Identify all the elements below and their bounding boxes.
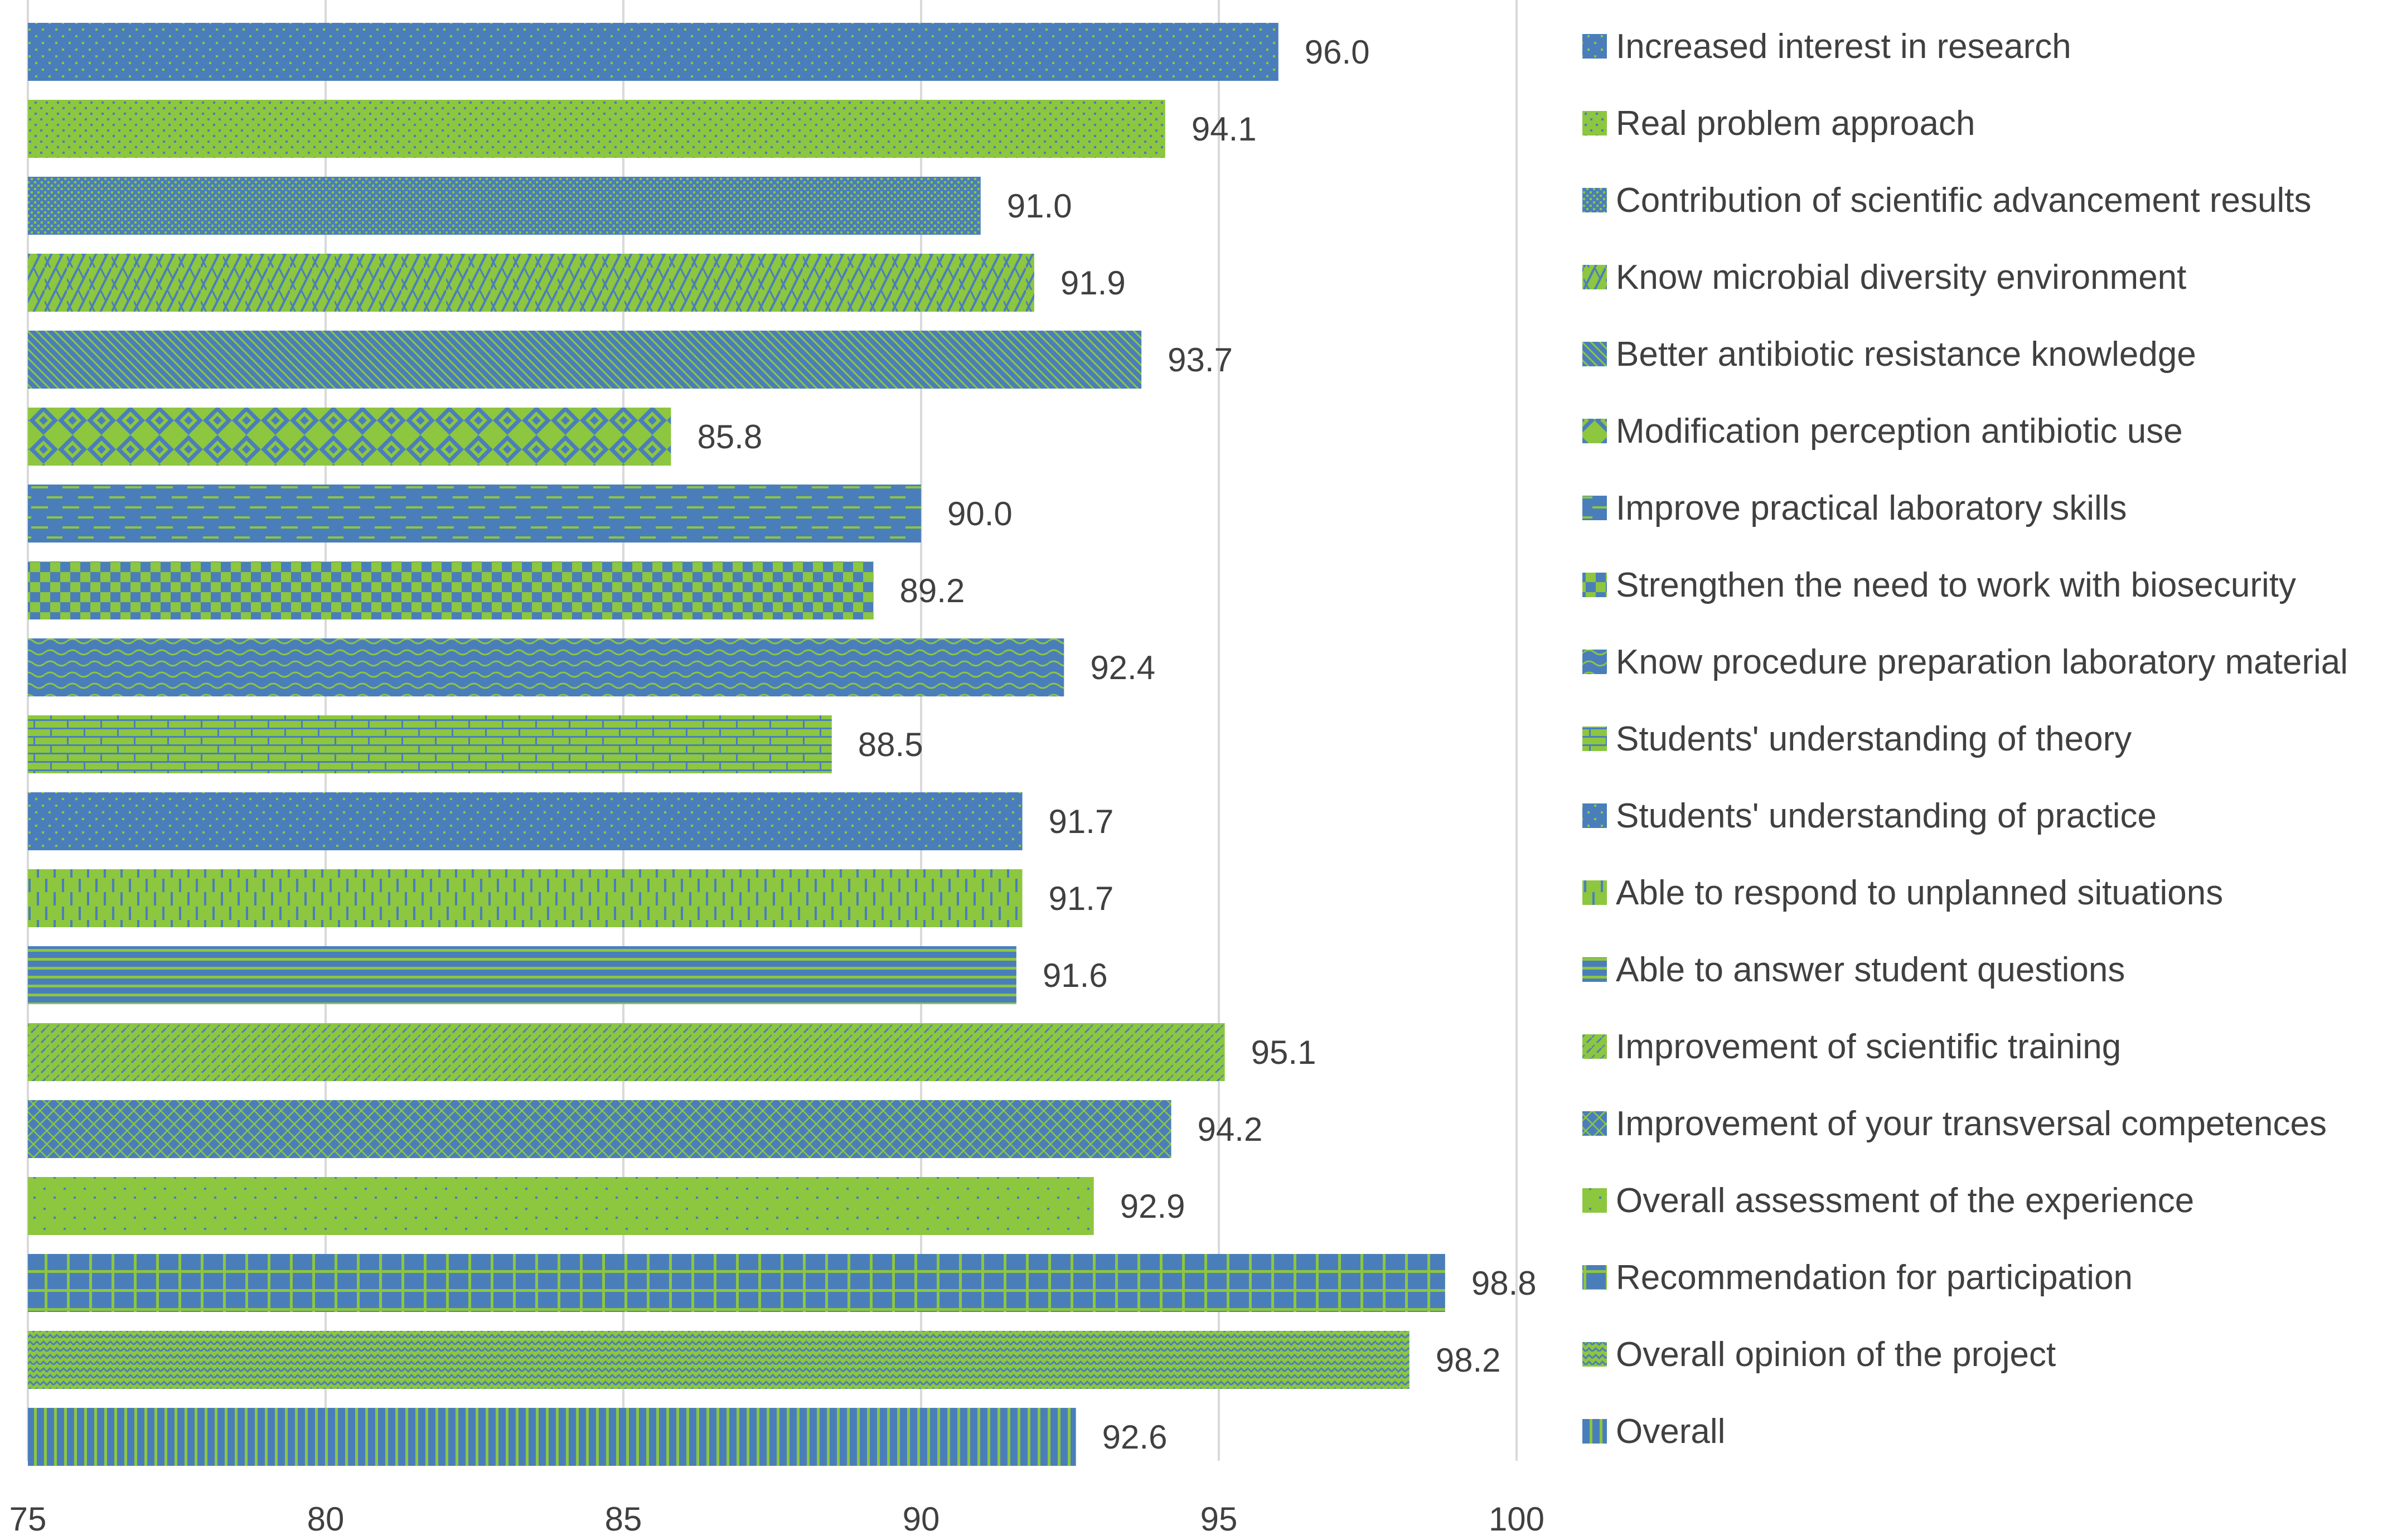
- data-label: 91.9: [1060, 264, 1126, 302]
- legend-swatch: [1582, 1188, 1607, 1213]
- bar: [28, 1023, 1225, 1081]
- bar: [28, 177, 981, 235]
- data-label: 96.0: [1305, 33, 1370, 71]
- data-label: 95.1: [1251, 1034, 1316, 1071]
- legend-swatch: [1582, 496, 1607, 520]
- x-tick-label: 100: [1489, 1500, 1544, 1538]
- data-label: 94.1: [1192, 110, 1257, 148]
- legend-label: Modification perception antibiotic use: [1616, 412, 2183, 451]
- legend-label: Improve practical laboratory skills: [1616, 489, 2127, 527]
- bar: [28, 408, 671, 466]
- legend-label: Overall opinion of the project: [1616, 1335, 2056, 1374]
- legend-label: Contribution of scientific advancement r…: [1616, 181, 2312, 220]
- legend-label: Able to respond to unplanned situations: [1616, 874, 2223, 912]
- legend-label: Overall assessment of the experience: [1616, 1181, 2194, 1220]
- legend-swatch: [1582, 1265, 1607, 1290]
- bar: [28, 254, 1034, 312]
- bar: [28, 1331, 1410, 1389]
- x-tick-label: 80: [307, 1500, 345, 1538]
- data-label: 98.8: [1471, 1265, 1537, 1302]
- legend-label: Strengthen the need to work with biosecu…: [1616, 566, 2296, 604]
- data-label: 91.7: [1049, 803, 1114, 840]
- data-label: 92.6: [1102, 1418, 1168, 1456]
- legend-swatch: [1582, 342, 1607, 366]
- legend-swatch: [1582, 727, 1607, 751]
- bar: [28, 1254, 1445, 1312]
- legend-label: Able to answer student questions: [1616, 951, 2125, 989]
- legend-swatch: [1582, 419, 1607, 443]
- data-label: 92.9: [1120, 1188, 1185, 1225]
- legend-label: Overall: [1616, 1412, 1725, 1451]
- bar: [28, 869, 1023, 927]
- x-tick-label: 90: [903, 1500, 940, 1538]
- legend-swatch: [1582, 803, 1607, 828]
- data-label: 93.7: [1168, 341, 1233, 379]
- legend-swatch: [1582, 1034, 1607, 1059]
- legend-swatch: [1582, 573, 1607, 597]
- x-axis: 75 80 85 90 95 100: [9, 1500, 1544, 1538]
- legend-swatch: [1582, 1342, 1607, 1367]
- bar: [28, 561, 874, 619]
- legend-swatch: [1582, 650, 1607, 674]
- bar: [28, 23, 1278, 81]
- legend-swatch: [1582, 880, 1607, 905]
- data-label: 85.8: [697, 418, 762, 456]
- legend-swatch: [1582, 265, 1607, 289]
- data-label: 91.7: [1049, 880, 1114, 917]
- data-label: 94.2: [1198, 1111, 1263, 1148]
- legend-label: Real problem approach: [1616, 104, 1975, 143]
- legend-label: Better antibiotic resistance knowledge: [1616, 335, 2196, 374]
- data-label: 98.2: [1436, 1342, 1501, 1379]
- legend-label: Improvement of scientific training: [1616, 1028, 2121, 1066]
- legend-label: Students' understanding of theory: [1616, 720, 2132, 758]
- data-label: 92.4: [1090, 649, 1155, 686]
- data-label: 89.2: [900, 572, 965, 609]
- legend-swatch: [1582, 111, 1607, 135]
- legend-label: Increased interest in research: [1616, 27, 2071, 66]
- legend-swatch: [1582, 1111, 1607, 1136]
- bar: [28, 1408, 1076, 1466]
- legend-label: Know procedure preparation laboratory ma…: [1616, 643, 2348, 681]
- x-tick-label: 75: [9, 1500, 47, 1538]
- bar: [28, 638, 1064, 696]
- legend-label: Know microbial diversity environment: [1616, 258, 2186, 297]
- legend-label: Improvement of your transversal competen…: [1616, 1105, 2327, 1143]
- bars: [28, 23, 1445, 1466]
- x-tick-label: 85: [605, 1500, 642, 1538]
- x-tick-label: 95: [1200, 1500, 1238, 1538]
- legend-swatch: [1582, 1419, 1607, 1444]
- legend-swatch: [1582, 34, 1607, 59]
- bar: [28, 1177, 1094, 1235]
- bar: [28, 331, 1142, 389]
- bar: [28, 715, 832, 773]
- data-label: 88.5: [858, 726, 923, 763]
- bar: [28, 792, 1023, 850]
- legend-swatch: [1582, 957, 1607, 982]
- legend-label: Recommendation for participation: [1616, 1258, 2133, 1297]
- bar: [28, 485, 921, 543]
- bar: [28, 946, 1016, 1004]
- data-label: 90.0: [947, 495, 1013, 532]
- value-labels: 96.0 94.1 91.0 91.9 93.7 85.8 90.0 89.2 92.4 88.5…: [697, 33, 1536, 1456]
- legend-label: Students' understanding of practice: [1616, 797, 2157, 835]
- legend: Increased interest in research Real probl…: [1582, 27, 2348, 1451]
- data-label: 91.0: [1007, 187, 1072, 225]
- legend-swatch: [1582, 188, 1607, 212]
- bar: [28, 1100, 1171, 1158]
- bar: [28, 100, 1165, 158]
- data-label: 91.6: [1043, 957, 1108, 994]
